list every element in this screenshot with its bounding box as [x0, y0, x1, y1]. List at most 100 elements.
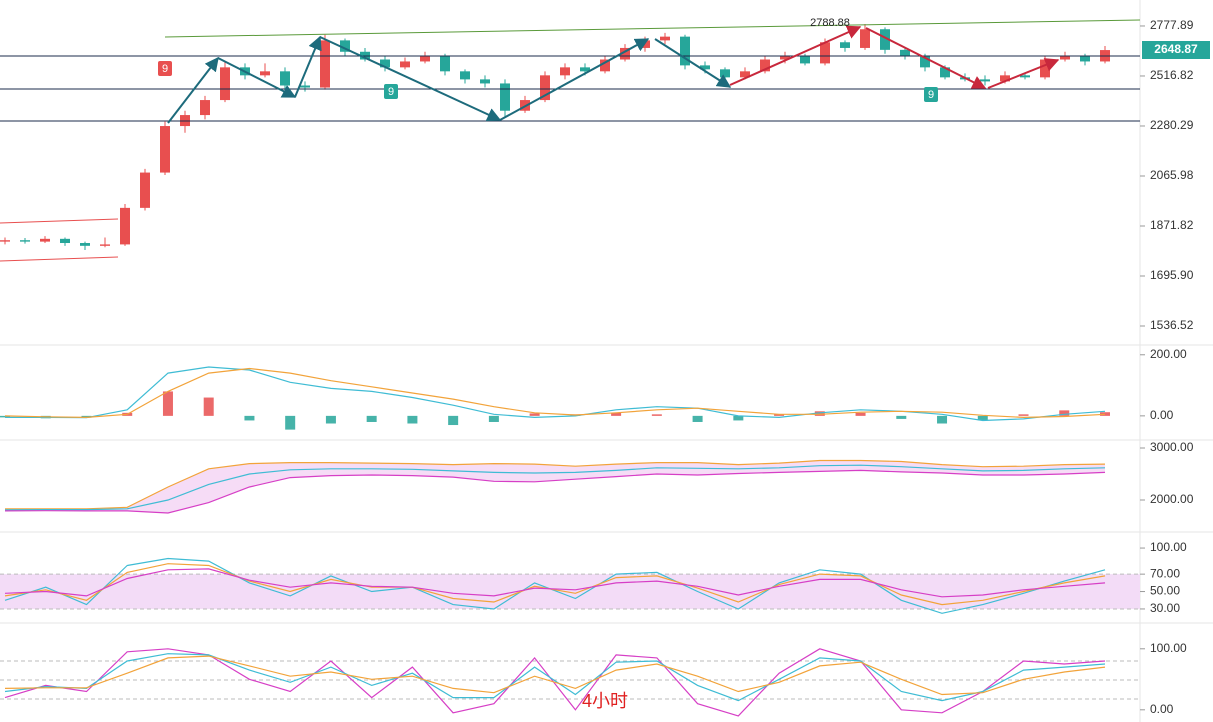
indicator-line — [4, 568, 1106, 598]
arrow — [319, 36, 502, 122]
candle-body — [1000, 75, 1010, 82]
histogram-bar — [162, 391, 173, 416]
arrow — [865, 27, 987, 89]
y-tick-label: 100.00 — [1150, 641, 1187, 655]
indicator-line — [4, 367, 1106, 419]
candle-body — [540, 75, 550, 101]
histogram-bar — [203, 397, 214, 416]
y-tick-label: 1871.82 — [1150, 218, 1194, 232]
y-tick-label: 100.00 — [1150, 540, 1187, 554]
candle-body — [160, 126, 170, 173]
signal-badge — [924, 87, 938, 102]
candle-body — [740, 71, 750, 78]
y-tick-label: 30.00 — [1150, 601, 1180, 615]
candle-body — [440, 55, 450, 72]
signal-label: 9 — [388, 86, 394, 98]
candle-body — [260, 71, 270, 76]
candle-body — [600, 59, 610, 72]
signal-badge — [384, 84, 398, 99]
histogram-bar — [896, 415, 907, 419]
y-tick-label: 50.00 — [1150, 584, 1180, 598]
candle-body — [60, 238, 70, 244]
candle-body — [900, 49, 910, 56]
signal-label: 9 — [162, 63, 168, 75]
histogram-bar — [855, 412, 866, 416]
indicator-line — [5, 366, 1106, 422]
candle-body — [1020, 75, 1030, 78]
candle-body — [100, 244, 110, 246]
band-fill — [5, 460, 1105, 513]
candle-body — [320, 40, 330, 88]
indicator-line — [4, 557, 1106, 614]
histogram-bar — [366, 415, 377, 422]
histogram-bar — [937, 415, 948, 424]
data-layer: 2777.89 2516.82 2280.29 2065.98 1871.82 1695.… — [0, 18, 1194, 717]
candle-body — [480, 79, 490, 84]
candle-body — [140, 172, 150, 208]
candle-body — [820, 42, 830, 64]
indicator-line — [5, 459, 1106, 510]
candle-body — [20, 240, 30, 242]
arrow — [499, 38, 650, 121]
histogram-bar — [325, 415, 336, 424]
histogram-bar — [488, 415, 499, 422]
channel-line — [0, 256, 119, 262]
y-tick-label: 2777.89 — [1150, 18, 1194, 32]
y-tick-label: 0.00 — [1150, 702, 1174, 716]
candle-body — [620, 47, 630, 60]
candle-body — [780, 55, 790, 60]
candle-body — [420, 55, 430, 62]
arrow — [654, 38, 732, 88]
candle-body — [860, 29, 870, 48]
y-tick-label: 200.00 — [1150, 347, 1187, 361]
histogram-bar — [285, 415, 296, 430]
histogram-bar — [244, 415, 255, 421]
candle-body — [460, 71, 470, 80]
histogram-bar — [448, 415, 459, 426]
trend-line — [164, 19, 1141, 38]
indicator-line — [4, 469, 1106, 514]
histogram-bar — [733, 415, 744, 421]
wave-arrows — [729, 25, 1060, 89]
candle-body — [380, 59, 390, 68]
arrow — [987, 58, 1060, 89]
y-tick-label: 2280.29 — [1150, 118, 1194, 132]
price-tag-label: 2648.87 — [1154, 42, 1198, 56]
histogram-bar — [611, 412, 622, 416]
arrow — [729, 25, 862, 86]
candle-body — [920, 55, 930, 68]
candle-body — [340, 40, 350, 52]
candle-body — [280, 71, 290, 86]
y-tick-label: 70.00 — [1150, 566, 1180, 580]
y-tick-label: 3000.00 — [1150, 440, 1194, 454]
histogram-bar — [0, 415, 10, 418]
channel-line — [0, 218, 119, 224]
candle-body — [760, 59, 770, 72]
candle-body — [200, 100, 210, 116]
candle-body — [880, 29, 890, 50]
candle-body — [580, 67, 590, 72]
histogram-bar — [977, 415, 988, 421]
y-tick-label: 1695.90 — [1150, 268, 1194, 282]
candle-body — [800, 55, 810, 64]
candle-body — [720, 69, 730, 78]
histogram-bar — [1100, 412, 1110, 416]
candle-body — [560, 67, 570, 76]
timeframe-label: 4小时 — [582, 691, 628, 711]
drawings: 9 9 9 2788.88 4小时 2648.87 — [0, 17, 1210, 711]
candle-body — [400, 61, 410, 68]
y-tick-label: 2065.98 — [1150, 168, 1194, 182]
candle-body — [300, 85, 310, 88]
arrow — [294, 35, 322, 98]
indicator-line — [4, 563, 1106, 606]
wave-arrows — [167, 35, 732, 124]
y-tick-label: 2516.82 — [1150, 68, 1194, 82]
histogram-bar — [529, 413, 540, 416]
histogram-bar — [1018, 414, 1029, 416]
candle-body — [0, 240, 10, 242]
signal-label: 9 — [928, 89, 934, 101]
y-tick-label: 2000.00 — [1150, 492, 1194, 506]
histogram-bar — [81, 415, 92, 418]
